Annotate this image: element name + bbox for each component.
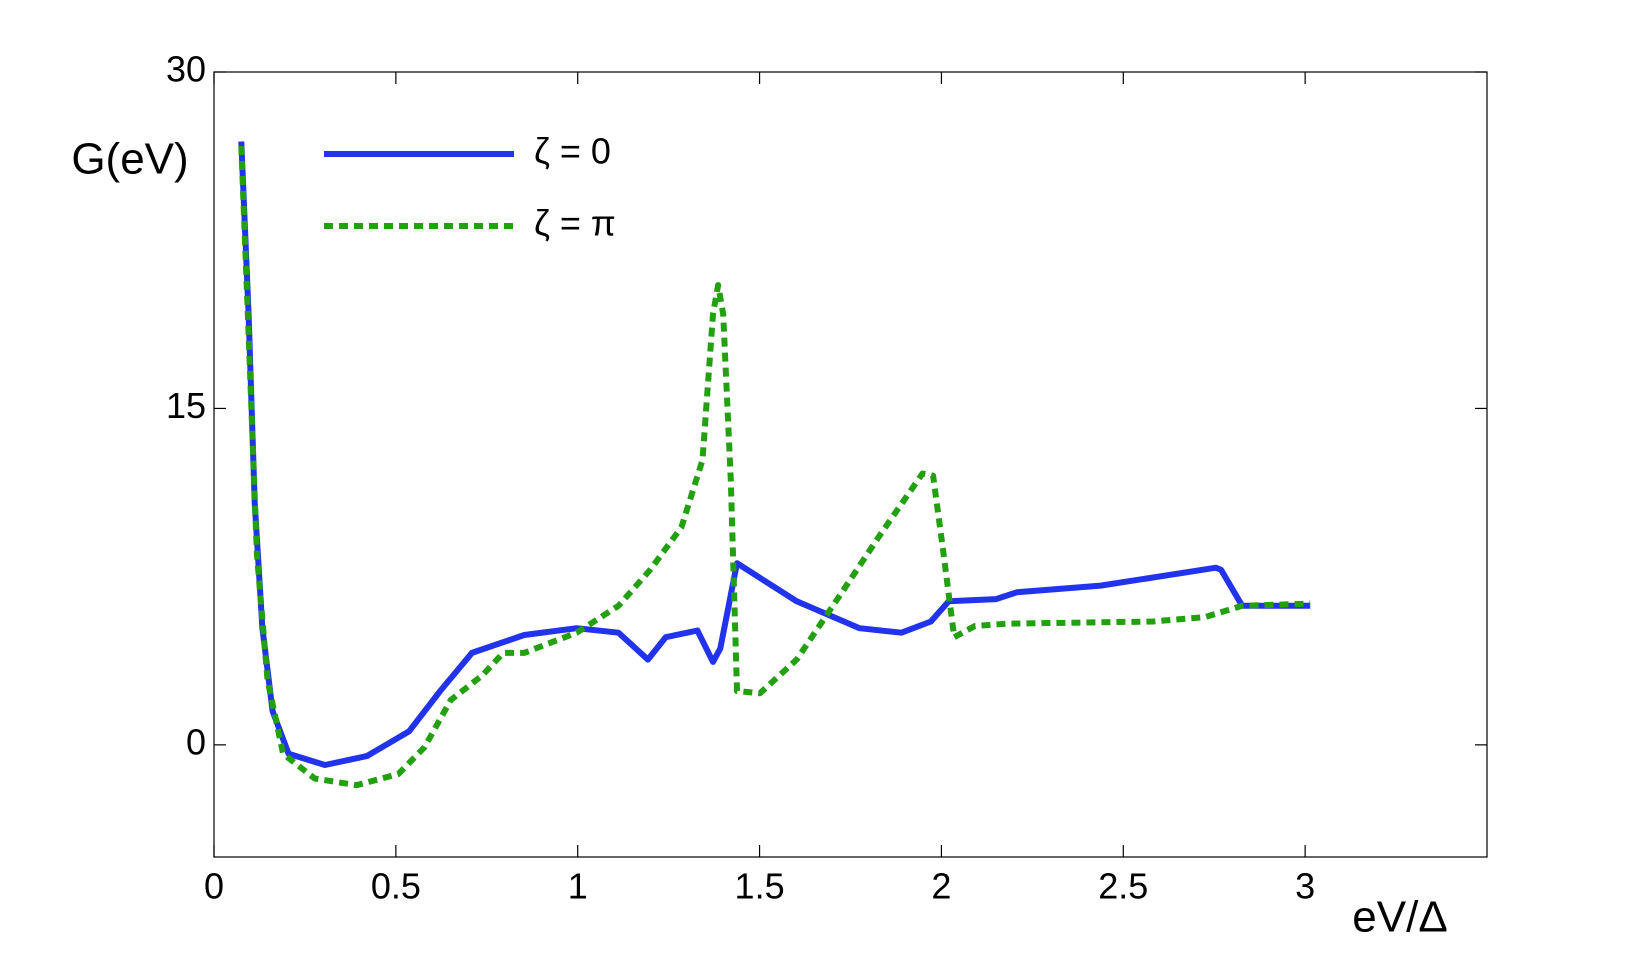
x-axis-label: eV/Δ [1352, 893, 1447, 942]
legend-label: ζ = π [534, 203, 616, 244]
y-tick-label: 15 [166, 385, 206, 426]
x-tick-label: 2 [931, 866, 951, 907]
y-axis-label: G(eV) [71, 135, 188, 184]
series-line [238, 145, 1311, 789]
legend-label: ζ = 0 [534, 131, 611, 172]
x-tick-label: 0 [204, 866, 224, 907]
x-tick-label: 0.5 [371, 866, 421, 907]
series-line [238, 141, 1311, 768]
x-tick-label: 1.5 [735, 866, 785, 907]
y-tick-label: 30 [166, 49, 206, 90]
plot-frame [213, 71, 1488, 858]
x-tick-label: 3 [1295, 866, 1315, 907]
y-tick-label: 0 [186, 721, 206, 762]
x-tick-label: 2.5 [1098, 866, 1148, 907]
x-tick-label: 1 [568, 866, 588, 907]
